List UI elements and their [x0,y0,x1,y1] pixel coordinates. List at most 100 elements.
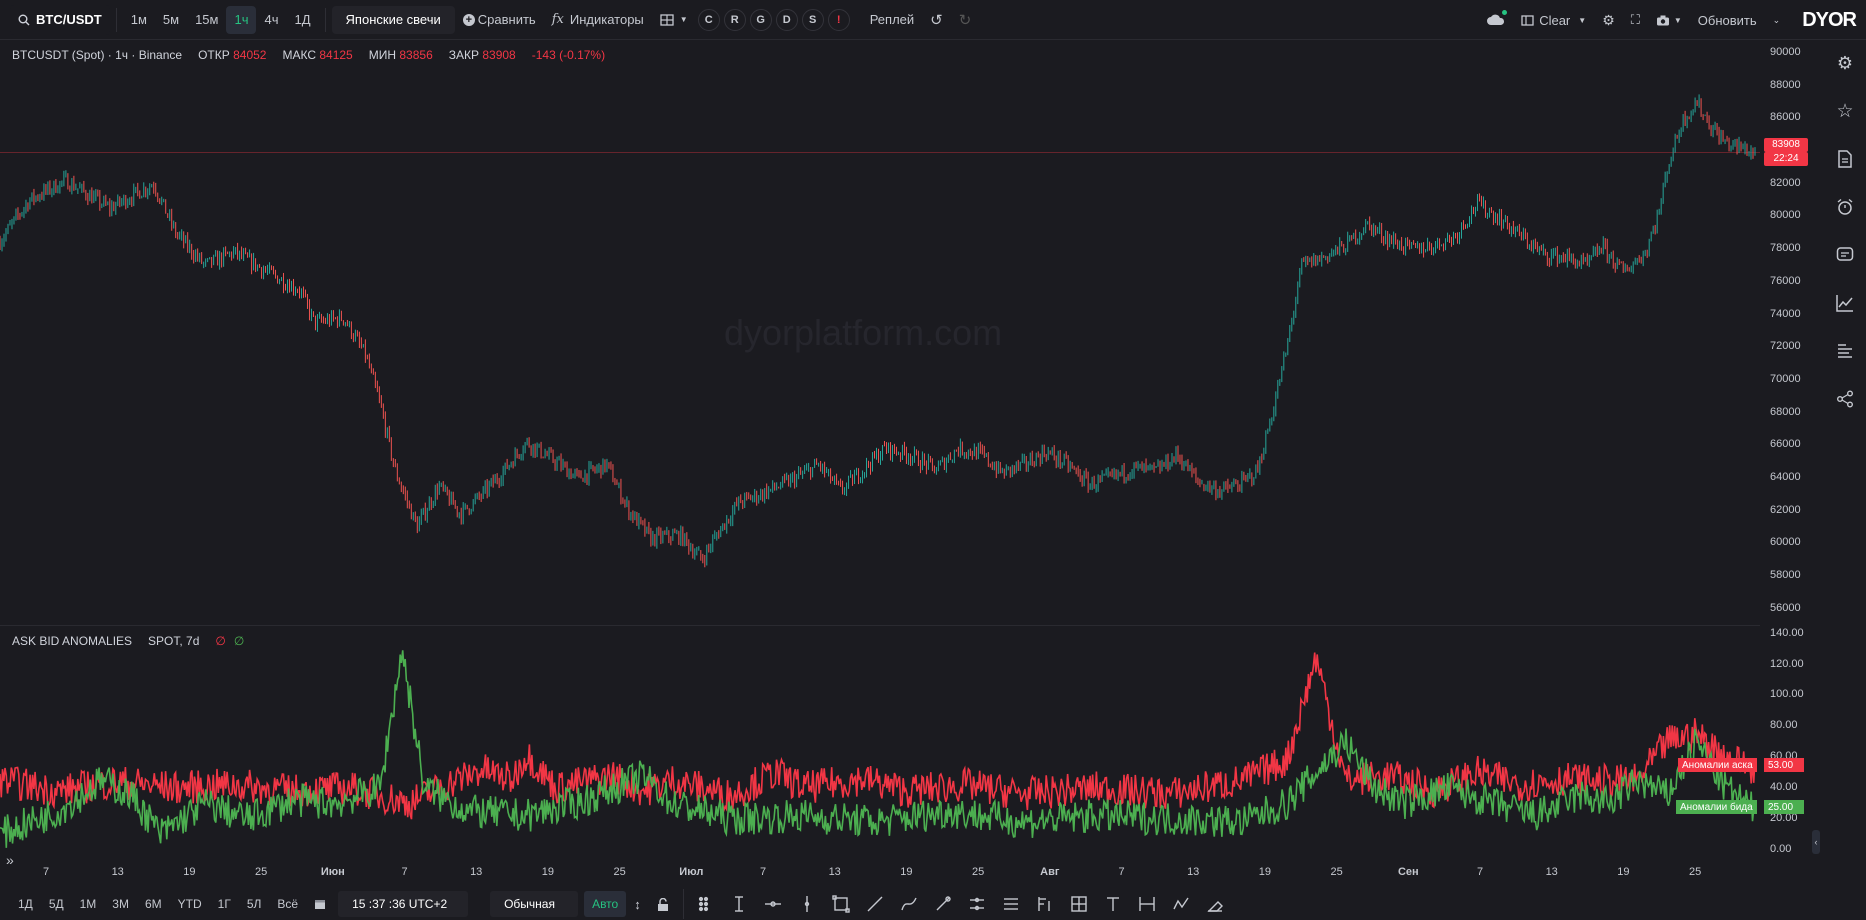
cloud-save-button[interactable] [1479,6,1513,34]
divider [324,7,326,32]
auto-scale-toggle[interactable]: Авто [584,891,627,917]
undo-button[interactable]: ↺ [922,6,951,34]
settings-button[interactable]: ⚙ [1594,6,1623,34]
letter-button-d[interactable]: D [775,8,798,31]
update-label: Обновить [1697,12,1757,28]
price-axis[interactable]: 9000088000860008400082000800007800076000… [1760,40,1824,870]
indicator-chart[interactable] [0,626,1760,862]
range-button-8[interactable]: Всё [277,897,299,911]
countdown-badge: 22:24 [1764,152,1808,166]
interval-0[interactable]: 1м [130,12,147,27]
scale-arrows-button[interactable]: ↕ [626,891,649,917]
parallel-channel-icon [1003,898,1018,910]
drawing-tool-cursor[interactable] [722,889,756,919]
indicators-button[interactable]: fx Индикаторы [544,6,652,34]
letter-button-s[interactable]: S [801,8,824,31]
price-axis-label: 56000 [1770,601,1801,614]
drawing-tool-text[interactable] [1096,889,1130,919]
chart-type-select[interactable]: Японские свечи [331,5,455,34]
range-button-7[interactable]: 5Л [246,897,262,911]
drawing-tool-eraser[interactable] [1198,889,1232,919]
low-label: МИН [368,48,397,62]
settings-gear-button[interactable]: ⚙ [1834,52,1856,74]
drawing-tool-vertical-line[interactable] [790,889,824,919]
replay-button[interactable]: Реплей [869,12,915,27]
time-axis[interactable]: 7 13 19 25 Июн 7 13 19 25 Июл 7 13 19 25 Авг 7 13 19 25 Сен… [0,862,1760,884]
collapse-panel-handle[interactable]: ‹ [1812,830,1820,854]
range-button-4[interactable]: 6М [144,897,162,911]
time-axis-label: 7 [1476,866,1484,878]
layout-name-label: Clear [1539,12,1571,28]
indicator-axis-label: 140.00 [1770,626,1804,639]
drawing-tool-fib[interactable] [1028,889,1062,919]
bid-symbol: ∅ [233,634,245,648]
expand-toolbar-button[interactable]: » [6,852,14,868]
drawing-tool-rectangle[interactable] [824,889,858,919]
pane-divider [0,625,1760,626]
layout-button[interactable]: ▼ [652,6,696,34]
time-axis-label: 25 [613,866,626,878]
price-chart[interactable] [0,40,1760,625]
document-icon [1838,150,1852,168]
alert-button[interactable]: ! [827,8,850,31]
range-button-5[interactable]: YTD [177,897,202,911]
news-button[interactable] [1834,148,1856,170]
chat-icon [1836,247,1854,261]
drawing-tool-drag-dots[interactable] [688,889,722,919]
interval-1[interactable]: 5м [162,12,180,27]
letter-button-r[interactable]: R [723,8,746,31]
interval-5[interactable]: 1Д [294,12,311,27]
pattern-icon [1173,897,1189,910]
drawing-tool-horizontal-ray[interactable] [756,889,790,919]
updown-arrow-icon: ↕ [634,896,641,912]
drawing-tool-channel[interactable] [960,889,994,919]
fullscreen-icon: ⛶ [1630,12,1640,27]
last-price-badge: 83908 [1764,138,1808,152]
low-value: 83856 [399,48,433,62]
interval-3[interactable]: 1ч [226,5,257,34]
clock-display[interactable]: 15 :37 :36 UTC+2 [338,891,469,917]
symbol-search[interactable]: BTC/USDT [10,4,110,35]
interval-2[interactable]: 15м [195,12,219,27]
screenshot-button[interactable]: ▼ [1648,6,1690,34]
scale-mode-select[interactable]: Обычная [490,891,579,917]
drawing-tool-brush[interactable] [926,889,960,919]
range-button-2[interactable]: 1М [79,897,97,911]
drawing-tool-measure[interactable] [1130,889,1164,919]
chat-button[interactable] [1834,244,1856,266]
compare-button[interactable]: + Сравнить [455,6,544,34]
lock-scale-button[interactable] [649,891,677,917]
watchlist-button[interactable]: ☆ [1834,100,1856,122]
range-button-1[interactable]: 5Д [48,897,64,911]
letter-button-g[interactable]: G [749,8,772,31]
analytics-button[interactable] [1834,292,1856,314]
ask-anomaly-label: Аномалии аска [1678,758,1757,772]
calendar-button[interactable] [306,891,334,917]
drawing-tool-pattern[interactable] [1164,889,1198,919]
drawing-tool-curve[interactable] [892,889,926,919]
interval-4[interactable]: 4ч [264,12,279,27]
range-button-3[interactable]: 3М [112,897,129,911]
drawing-tool-parallel-channel[interactable] [994,889,1028,919]
indicator-axis-label: 20.00 [1770,811,1798,824]
range-button-6[interactable]: 1Г [217,897,231,911]
unlock-icon [657,897,668,911]
ask-anomalies-line [0,652,1756,820]
letter-button-c[interactable]: C [697,8,720,31]
update-button[interactable]: Обновить ⌄ [1690,6,1788,34]
drawing-tool-grid-measure[interactable] [1062,889,1096,919]
time-axis-label: 7 [42,866,50,878]
eraser-icon [1207,901,1223,912]
time-axis-label: 25 [971,866,985,878]
share-button[interactable] [1834,388,1856,410]
redo-button[interactable]: ↻ [951,6,980,34]
time-axis-label: 19 [183,866,196,878]
indicator-axis-label: 40.00 [1770,780,1798,793]
orderbook-button[interactable] [1834,340,1856,362]
alerts-button[interactable] [1834,196,1856,218]
drawing-tool-trend-line[interactable] [858,889,892,919]
layout-name-select[interactable]: Clear ▼ [1513,6,1594,34]
brand-logo: DYOR [1802,8,1857,31]
fullscreen-button[interactable]: ⛶ [1623,6,1648,34]
range-button-0[interactable]: 1Д [18,897,33,911]
